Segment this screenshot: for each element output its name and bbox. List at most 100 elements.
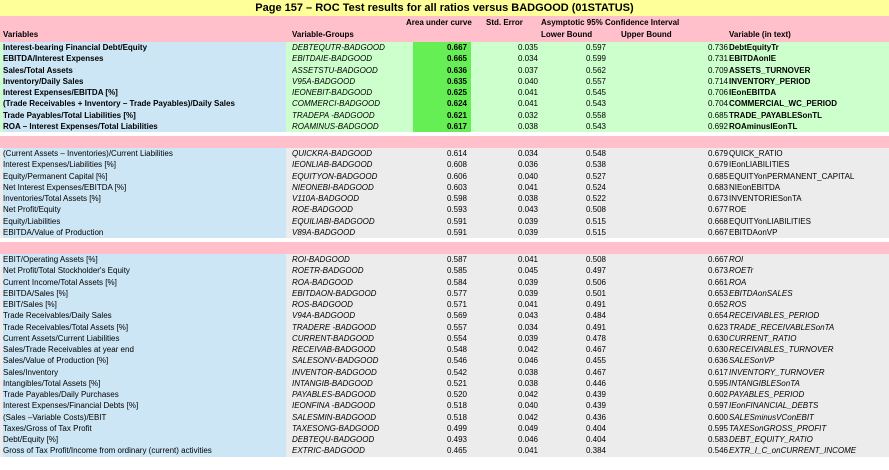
table-row: Interest Expenses/EBITDA [%] IEONEBIT-BAD… (0, 87, 889, 99)
table-row: Net Interest Expenses/EBITDA [%] NIEONEBI… (0, 181, 889, 193)
lower-bound: 0.436 (585, 412, 606, 422)
variable-name: Trade Receivables/Total Assets [%] (3, 321, 286, 333)
variable-text: IEonEBITDA (729, 88, 777, 97)
std-error: 0.034 (517, 322, 538, 332)
variable-name: Current Income/Total Assets [%] (3, 276, 286, 288)
area-under-curve: 0.593 (446, 205, 467, 215)
upper-bound: 0.736 (707, 43, 728, 52)
variable-group: ASSETSTU-BADGOOD (292, 65, 378, 75)
variable-name: ROA – Interest Expenses/Total Liabilitie… (3, 120, 286, 132)
std-error: 0.034 (517, 54, 538, 64)
table-row: Intangibles/Total Assets [%] INTANGIB-BAD… (0, 377, 889, 389)
std-error: 0.039 (517, 216, 538, 226)
variable-text: EBITDAonIE (729, 54, 777, 64)
std-error: 0.041 (517, 99, 538, 109)
variable-name: Interest Expenses/Financial Debts [%] (3, 400, 286, 412)
lower-bound: 0.522 (585, 194, 606, 203)
variable-name: Net Interest Expenses/EBITDA [%] (3, 181, 286, 193)
variable-text: ROAminusIEonTL (729, 121, 798, 131)
upper-bound: 0.595 (707, 378, 728, 388)
upper-bound: 0.595 (707, 423, 728, 433)
variable-name: Gross of Tax Profit/Income from ordinary… (3, 445, 286, 457)
area-under-curve: 0.614 (446, 149, 467, 158)
area-under-curve: 0.591 (446, 227, 467, 237)
area-under-curve: 0.603 (446, 182, 467, 192)
upper-bound: 0.683 (707, 182, 728, 192)
area-under-curve: 0.554 (446, 333, 467, 343)
area-under-curve: 0.548 (446, 345, 467, 354)
std-error: 0.041 (517, 446, 538, 456)
table-header: Variables Variable-Groups Area under cur… (0, 16, 889, 42)
std-error: 0.042 (517, 390, 538, 399)
std-error: 0.043 (517, 311, 538, 321)
block-top-ratios: Interest-bearing Financial Debt/Equity DE… (0, 42, 889, 132)
upper-bound: 0.679 (707, 160, 728, 170)
table-row: Sales/Inventory INVENTOR-BADGOOD 0.542 0.03… (0, 366, 889, 378)
variable-text: TRADE_RECEIVABLESonTA (729, 322, 835, 332)
table-row: Sales/Trade Receivables at year end RECEI… (0, 344, 889, 356)
header-area: Area under curve (406, 18, 472, 27)
table-row: (Trade Receivables + Inventory – Trade P… (0, 98, 889, 110)
variable-text: ASSETS_TURNOVER (729, 65, 811, 75)
header-lower: Lower Bound (541, 30, 593, 39)
table-row: EBITDA/Value of Production V89A-BADGOOD 0.… (0, 226, 889, 238)
lower-bound: 0.467 (585, 367, 606, 377)
variable-text: SALESminusVConEBIT (729, 412, 814, 422)
table-row: Sales/Value of Production [%] SALESONV-BA… (0, 355, 889, 367)
lower-bound: 0.562 (585, 65, 606, 75)
variable-name: Debt/Equity [%] (3, 434, 286, 446)
table-row: Equity/Permanent Capital [%] EQUITYON-BAD… (0, 170, 889, 182)
variable-text: EXTR_I_C_onCURRENT_INCOME (729, 446, 857, 456)
std-error: 0.039 (517, 277, 538, 287)
lower-bound: 0.543 (585, 121, 606, 131)
page-title: Page 157 – ROC Test results for all rati… (0, 0, 889, 16)
area-under-curve: 0.667 (413, 42, 471, 54)
std-error: 0.043 (517, 205, 538, 215)
upper-bound: 0.654 (707, 311, 728, 321)
lower-bound: 0.515 (585, 216, 606, 226)
upper-bound: 0.667 (707, 255, 728, 264)
std-error: 0.040 (517, 76, 538, 86)
variable-text: INVENTORIESonTA (729, 194, 802, 203)
area-under-curve: 0.621 (413, 109, 471, 121)
variable-group: TRADEPA -BADGOOD (292, 110, 375, 120)
lower-bound: 0.404 (585, 435, 606, 444)
area-under-curve: 0.636 (413, 64, 471, 76)
variable-text: INTANGIBLESonTA (729, 378, 800, 388)
lower-bound: 0.599 (585, 54, 606, 64)
lower-bound: 0.478 (585, 333, 606, 343)
area-under-curve: 0.521 (446, 378, 467, 388)
table-row: Sales/Total Assets ASSETSTU-BADGOOD 0.636 0… (0, 64, 889, 76)
area-under-curve: 0.587 (446, 255, 467, 264)
table-row: Debt/Equity [%] DEBTEQU-BADGOOD 0.493 0.046… (0, 434, 889, 446)
variable-group: ROS-BADGOOD (292, 300, 353, 309)
variable-text: TAXESonGROSS_PROFIT (729, 423, 827, 433)
header-upper: Upper Bound (621, 30, 672, 39)
area-under-curve: 0.625 (413, 87, 471, 99)
variable-group: ROI-BADGOOD (292, 255, 350, 264)
variable-text: NIEonEBITDA (729, 182, 781, 192)
std-error: 0.039 (517, 227, 538, 237)
variable-text: RECEIVABLES_TURNOVER (729, 345, 834, 354)
upper-bound: 0.685 (707, 110, 728, 120)
std-error: 0.046 (517, 356, 538, 366)
upper-bound: 0.731 (707, 54, 728, 64)
lower-bound: 0.501 (585, 288, 606, 298)
variable-name: Interest Expenses/EBITDA [%] (3, 87, 286, 99)
upper-bound: 0.652 (707, 300, 728, 309)
variable-name: Inventories/Total Assets [%] (3, 193, 286, 205)
variable-text: ROS (729, 300, 747, 309)
lower-bound: 0.384 (585, 446, 606, 456)
variable-name: Interest-bearing Financial Debt/Equity (3, 42, 286, 54)
lower-bound: 0.545 (585, 88, 606, 97)
upper-bound: 0.617 (707, 367, 728, 377)
std-error: 0.035 (517, 43, 538, 52)
upper-bound: 0.546 (707, 446, 728, 456)
table-row: EBITDA/Interest Expenses EBITDAIE-BADGOOD… (0, 53, 889, 65)
upper-bound: 0.706 (707, 88, 728, 97)
variable-group: V94A-BADGOOD (292, 311, 356, 321)
area-under-curve: 0.569 (446, 311, 467, 321)
variable-name: EBITDA/Interest Expenses (3, 53, 286, 65)
variable-group: RECEIVAB-BADGOOD (292, 345, 376, 354)
variable-name: Sales/Inventory (3, 366, 286, 378)
